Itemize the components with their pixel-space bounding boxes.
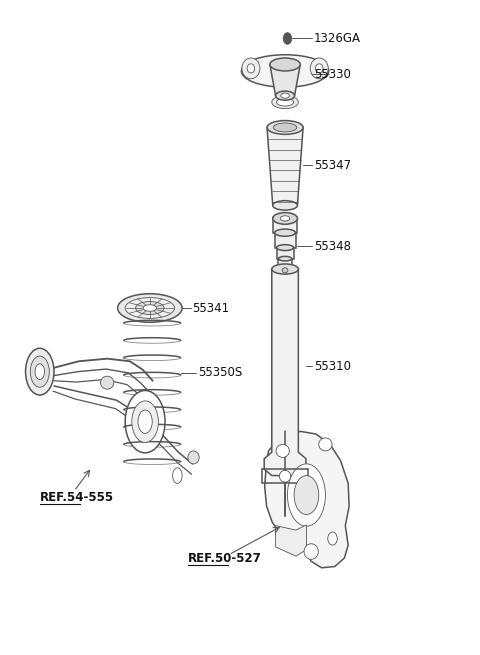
Text: 1326GA: 1326GA <box>314 32 361 45</box>
Ellipse shape <box>283 33 292 45</box>
Ellipse shape <box>30 356 49 387</box>
Ellipse shape <box>273 214 298 223</box>
Polygon shape <box>276 248 294 259</box>
Text: 55310: 55310 <box>314 360 351 373</box>
Ellipse shape <box>310 58 328 79</box>
Ellipse shape <box>315 64 323 73</box>
Ellipse shape <box>278 266 292 272</box>
Ellipse shape <box>328 532 337 545</box>
Polygon shape <box>278 259 292 269</box>
Ellipse shape <box>138 410 152 434</box>
Ellipse shape <box>247 64 255 73</box>
Ellipse shape <box>304 544 318 559</box>
Text: 55350S: 55350S <box>198 366 242 379</box>
Ellipse shape <box>136 301 164 314</box>
Polygon shape <box>273 218 298 233</box>
Ellipse shape <box>276 91 295 100</box>
Ellipse shape <box>282 268 288 273</box>
Text: 55341: 55341 <box>192 301 230 314</box>
Ellipse shape <box>118 293 182 322</box>
Ellipse shape <box>276 245 294 251</box>
Ellipse shape <box>242 58 260 79</box>
Ellipse shape <box>273 123 297 132</box>
Ellipse shape <box>288 464 325 526</box>
Ellipse shape <box>319 438 332 451</box>
Ellipse shape <box>100 376 114 389</box>
Ellipse shape <box>278 256 292 261</box>
Ellipse shape <box>294 476 319 515</box>
Polygon shape <box>270 64 300 96</box>
Ellipse shape <box>125 297 175 318</box>
Ellipse shape <box>25 348 54 395</box>
Ellipse shape <box>35 364 45 379</box>
Ellipse shape <box>275 229 296 236</box>
Ellipse shape <box>276 444 289 457</box>
Ellipse shape <box>132 401 158 442</box>
Ellipse shape <box>267 121 303 134</box>
Polygon shape <box>264 432 349 568</box>
Ellipse shape <box>279 470 291 482</box>
Ellipse shape <box>276 98 294 106</box>
Ellipse shape <box>173 468 182 483</box>
Text: 55348: 55348 <box>314 240 351 253</box>
Ellipse shape <box>273 213 298 224</box>
Polygon shape <box>275 233 296 248</box>
Ellipse shape <box>273 200 298 210</box>
Ellipse shape <box>272 264 299 274</box>
Text: REF.54-555: REF.54-555 <box>40 491 114 504</box>
Ellipse shape <box>281 93 289 98</box>
Polygon shape <box>264 269 306 476</box>
Text: 55330: 55330 <box>314 67 351 81</box>
Ellipse shape <box>143 305 156 311</box>
Ellipse shape <box>188 451 199 464</box>
Ellipse shape <box>280 215 290 221</box>
Ellipse shape <box>270 58 300 71</box>
Ellipse shape <box>272 96 299 109</box>
Text: 55347: 55347 <box>314 159 351 172</box>
Polygon shape <box>276 525 306 556</box>
Ellipse shape <box>241 55 329 87</box>
Polygon shape <box>267 128 303 206</box>
Text: REF.50-527: REF.50-527 <box>188 552 262 565</box>
Ellipse shape <box>125 390 165 453</box>
